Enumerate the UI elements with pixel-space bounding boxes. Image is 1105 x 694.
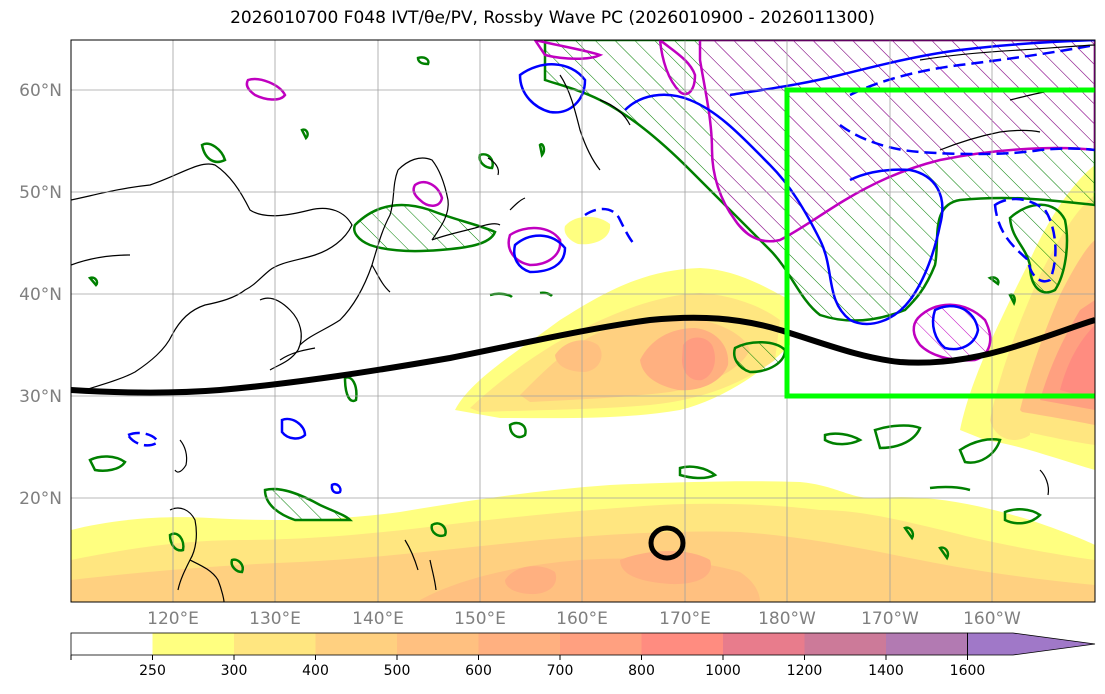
colorbar-label: 1600 <box>950 663 986 679</box>
lon-label: 170°E <box>659 609 711 629</box>
colorbar-segment <box>71 633 153 655</box>
lat-label: 60°N <box>19 81 62 101</box>
longitude-labels: 120°E 130°E 140°E 150°E 160°E 170°E 180°… <box>147 609 1021 629</box>
colorbar-segment <box>641 633 723 655</box>
colorbar-label: 1200 <box>787 663 823 679</box>
colorbar-label: 1000 <box>705 663 741 679</box>
colorbar-segment <box>152 633 234 655</box>
lon-label: 160°E <box>556 609 608 629</box>
lon-label: 120°E <box>147 609 199 629</box>
map-frame <box>70 39 1096 603</box>
colorbar-segment <box>886 633 968 655</box>
colorbar: 250 300 400 500 600 700 800 1000 1200 1400 1600 <box>70 632 1096 679</box>
lat-label: 40°N <box>19 285 62 305</box>
lat-label: 30°N <box>19 387 62 407</box>
colorbar-label: 700 <box>547 663 574 679</box>
colorbar-segment <box>478 633 560 655</box>
lon-label: 160°W <box>963 609 1021 629</box>
lon-label: 180°W <box>758 609 816 629</box>
closed-contour <box>648 525 686 561</box>
colorbar-segment <box>804 633 886 655</box>
colorbar-segment <box>234 633 316 655</box>
colorbar-segment <box>560 633 642 655</box>
lat-label: 50°N <box>19 183 62 203</box>
colorbar-segment <box>397 633 479 655</box>
map-title: 2026010700 F048 IVT/θe/PV, Rossby Wave P… <box>230 8 875 28</box>
map-area <box>71 40 1095 602</box>
colorbar-label: 300 <box>221 663 248 679</box>
latitude-labels: 60°N 50°N 40°N 30°N 20°N <box>19 81 62 509</box>
colorbar-label: 250 <box>139 663 166 679</box>
colorbar-segment <box>723 633 805 655</box>
colorbar-segment <box>315 633 397 655</box>
coastlines <box>71 44 1095 602</box>
colorbar-label: 400 <box>302 663 329 679</box>
colorbar-label: 1400 <box>868 663 904 679</box>
graticule <box>71 40 1095 602</box>
lon-label: 130°E <box>249 609 301 629</box>
theta-dashed-contours <box>126 43 1095 447</box>
rossby-wave-line <box>71 314 1095 396</box>
colorbar-label: 600 <box>465 663 492 679</box>
colorbar-extend-arrow <box>967 632 1096 656</box>
lon-label: 150°E <box>454 609 506 629</box>
lon-label: 170°W <box>861 609 919 629</box>
colorbar-label: 500 <box>384 663 411 679</box>
lon-label: 140°E <box>352 609 404 629</box>
colorbar-frame <box>70 632 968 656</box>
colorbar-label: 800 <box>628 663 655 679</box>
theta-solid-contours <box>280 40 1095 494</box>
lat-label: 20°N <box>19 489 62 509</box>
target-region-box <box>784 87 1095 399</box>
small-pc-contours <box>87 56 1042 574</box>
